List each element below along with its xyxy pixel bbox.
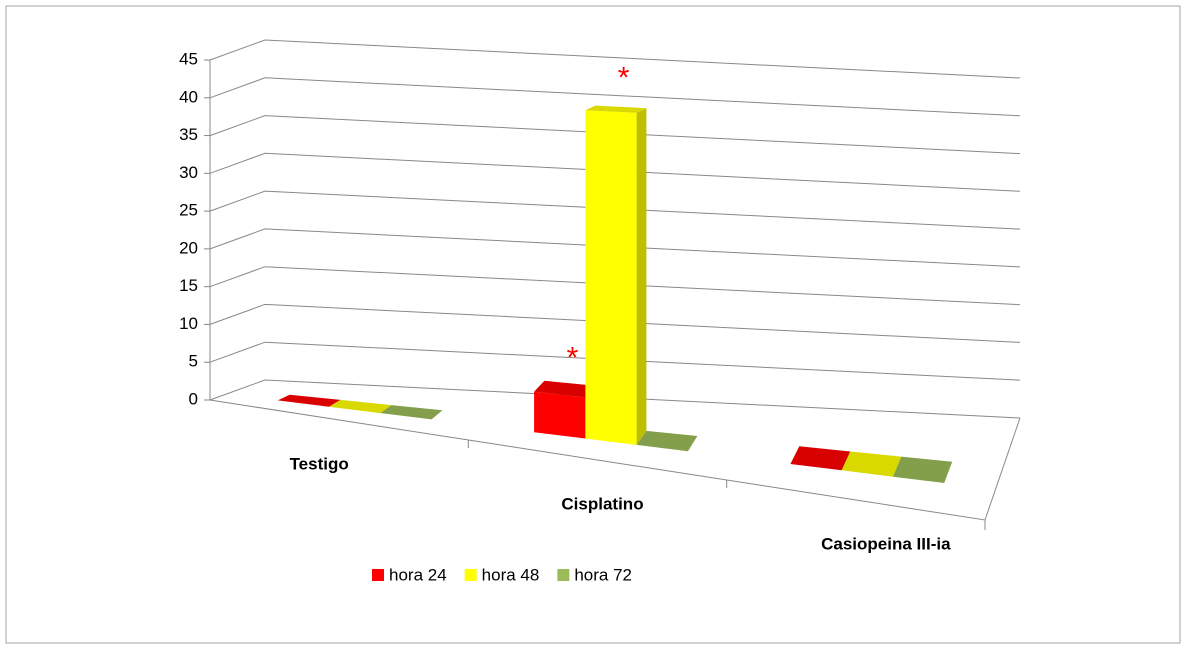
x-tick-label: Cisplatino [561, 494, 643, 513]
bar-top [893, 456, 953, 483]
bar-front [534, 391, 586, 439]
grid-line [209, 115, 1021, 155]
grid-line [209, 77, 1021, 117]
y-tick-label: 40 [179, 87, 198, 106]
y-tick-label: 5 [189, 352, 198, 371]
bar-top [277, 394, 341, 407]
legend-swatch [557, 569, 570, 581]
bar-top [585, 105, 647, 113]
y-tick-label: 45 [179, 49, 198, 68]
y-tick-label: 15 [179, 276, 198, 295]
annotation: * [618, 61, 630, 94]
grid-line [209, 152, 1021, 192]
annotation: * [567, 342, 579, 375]
y-tick-label: 25 [179, 201, 198, 220]
y-tick-label: 20 [179, 238, 198, 257]
legend-swatch [372, 569, 384, 581]
legend-label: hora 48 [482, 565, 540, 584]
bar-side [636, 108, 647, 445]
legend-swatch [464, 569, 477, 581]
y-tick-label: 10 [179, 314, 198, 333]
grid-line [209, 266, 1021, 306]
bar-front [585, 110, 637, 445]
grid-line [209, 228, 1021, 268]
grid-line [209, 341, 1021, 381]
x-tick-label: Testigo [290, 454, 349, 473]
bar-top [380, 405, 443, 420]
bar-top [636, 430, 698, 452]
legend-label: hora 24 [389, 565, 447, 584]
y-tick-label: 35 [179, 125, 198, 144]
x-tick-label: Casiopeina III-ia [821, 534, 951, 553]
bar-top [841, 451, 902, 477]
y-tick-label: 0 [189, 389, 198, 408]
grid-line [209, 190, 1021, 230]
bar-top [329, 399, 392, 414]
bar-top [790, 446, 851, 471]
legend-label: hora 72 [574, 565, 632, 584]
bar-top [534, 380, 596, 398]
grid-line [209, 379, 1021, 419]
grid-line [209, 39, 1021, 79]
grid-line [209, 303, 1021, 343]
y-tick-label: 30 [179, 163, 198, 182]
